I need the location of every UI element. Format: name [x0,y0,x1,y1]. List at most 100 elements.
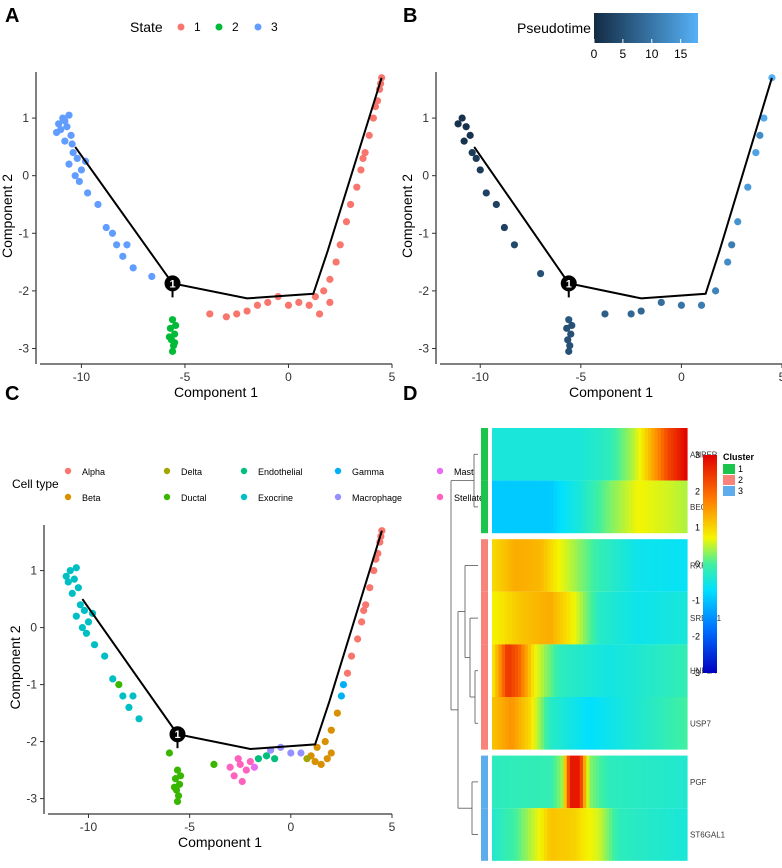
heatmap-cell [524,697,529,750]
heatmap-cell [674,808,678,861]
point-pseudotime [768,74,776,82]
celltype-legend-label: Gamma [352,467,384,477]
point-3 [61,137,69,145]
x-tick-label: -10 [472,370,490,384]
point-pseudotime [567,330,575,338]
heatmap-cell [560,755,565,809]
heatmap-cell [557,428,561,481]
point-1 [369,114,377,122]
point-3 [68,140,76,148]
heatmap-cell [654,697,659,750]
x-tick-label: 5 [389,370,396,384]
gene-label: ST6GAL1 [690,831,726,840]
heatmap-cell [648,755,652,809]
heatmap-cell [667,644,672,697]
state-legend-swatch-2 [215,23,223,31]
heatmap-cell [495,428,500,481]
heatmap-cell [518,480,522,534]
heatmap-cell [654,539,659,592]
heatmap-cell [550,755,555,809]
heatmap-cell [560,480,565,534]
point-endothelial [254,755,263,763]
point-3 [102,223,110,232]
point-pseudotime [462,123,470,131]
point-pseudotime [566,342,574,350]
heatmap-cell [579,644,584,697]
heatmap-cell [609,428,613,481]
heatmap-cell [566,480,571,534]
cluster-legend: 123 [723,464,743,496]
y-tick-label: -1 [418,226,429,240]
heatmap-cell [576,539,581,592]
heatmap-cell [622,428,626,481]
point-ductal [174,792,183,800]
panel-c-letter: C [5,383,19,405]
point-exocrine [109,675,117,683]
heatmap-cell [625,480,630,534]
heatmap-cell [544,644,548,697]
heatmap-cell [573,808,578,861]
heatmap-colorbar-tick-label: 2 [695,486,700,496]
heatmap-cell [612,591,617,645]
heatmap-colorbar-tick-label: -1 [692,595,700,605]
heatmap-cell [576,591,581,645]
heatmap-cell [589,644,594,697]
heatmap-cell [563,539,568,592]
heatmap-cell [498,428,503,481]
point-2 [168,316,177,324]
heatmap-cell [677,697,682,750]
heatmap-cell [527,480,532,534]
celltype-legend-label: Beta [82,493,101,503]
heatmap-cell [628,480,633,534]
point-stellate [236,760,244,769]
heatmap-cell [618,808,623,861]
heatmap-cell [566,755,571,809]
heatmap-cell [557,591,561,645]
cluster-annotation-bar [481,697,488,750]
heatmap-cell [641,591,646,645]
heatmap-cell [635,644,639,697]
heatmap-cell [570,697,574,750]
y-tick-label: -2 [418,284,429,298]
y-tick-label: -3 [18,341,29,355]
point-exocrine [76,601,84,609]
y-tick-label: -3 [418,341,429,355]
heatmap-cell [680,697,685,750]
pseudotime-tick-label: 10 [645,47,659,61]
heatmap-cell [592,644,597,697]
point-1 [365,131,373,139]
point-pseudotime [492,200,500,209]
heatmap-cell [602,755,607,809]
point-3 [75,177,83,186]
heatmap-cell [641,644,646,697]
heatmap-cell [596,428,600,481]
heatmap-cell [657,428,662,481]
cluster-legend-title: Cluster [723,452,755,462]
point-1 [233,310,241,318]
heatmap-cell [505,539,509,592]
heatmap-cell [638,480,643,534]
point-beta [333,709,341,717]
heatmap-cell [651,480,656,534]
point-pseudotime [677,301,686,309]
heatmap-cell [661,808,665,861]
heatmap-cell [651,644,656,697]
heatmap-cell [664,697,669,750]
heatmap-cell [586,697,591,750]
heatmap-cell [599,480,604,534]
heatmap-cell [553,808,558,861]
heatmap-cell [544,591,548,645]
point-macrophage [287,749,295,757]
heatmap-cell [586,808,591,861]
heatmap-cell [492,808,496,861]
point-pseudotime [565,316,573,324]
heatmap-cell [631,539,636,592]
heatmap-cell [657,539,662,592]
heatmap-cell [566,644,571,697]
cluster-annotation-bar [481,808,488,861]
heatmap-cell [638,539,643,592]
celltype-legend-label: Exocrine [258,493,293,503]
point-2 [172,321,180,330]
heatmap-cell [560,591,565,645]
pseudotime-colorbar [594,13,698,43]
